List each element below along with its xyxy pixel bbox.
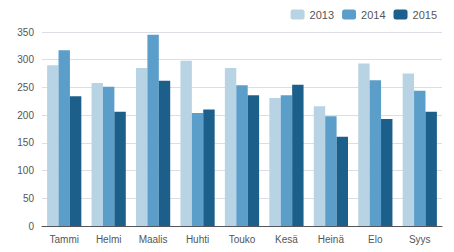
svg-text:Tammi: Tammi — [49, 234, 78, 245]
svg-text:200: 200 — [17, 110, 34, 121]
svg-text:Touko: Touko — [229, 234, 256, 245]
svg-text:Huhti: Huhti — [186, 234, 209, 245]
svg-text:0: 0 — [28, 221, 34, 232]
svg-text:50: 50 — [23, 193, 35, 204]
svg-text:Kesä: Kesä — [275, 234, 298, 245]
svg-text:150: 150 — [17, 137, 34, 148]
svg-text:Helmi: Helmi — [96, 234, 122, 245]
svg-text:2015: 2015 — [413, 9, 437, 21]
svg-text:350: 350 — [17, 27, 34, 38]
svg-text:Syys: Syys — [409, 234, 431, 245]
svg-text:Maalis: Maalis — [139, 234, 168, 245]
svg-text:300: 300 — [17, 54, 34, 65]
svg-text:250: 250 — [17, 82, 34, 93]
svg-text:Elo: Elo — [368, 234, 383, 245]
svg-text:2013: 2013 — [310, 9, 334, 21]
svg-text:100: 100 — [17, 165, 34, 176]
svg-text:Heinä: Heinä — [318, 234, 345, 245]
svg-text:2014: 2014 — [361, 9, 385, 21]
